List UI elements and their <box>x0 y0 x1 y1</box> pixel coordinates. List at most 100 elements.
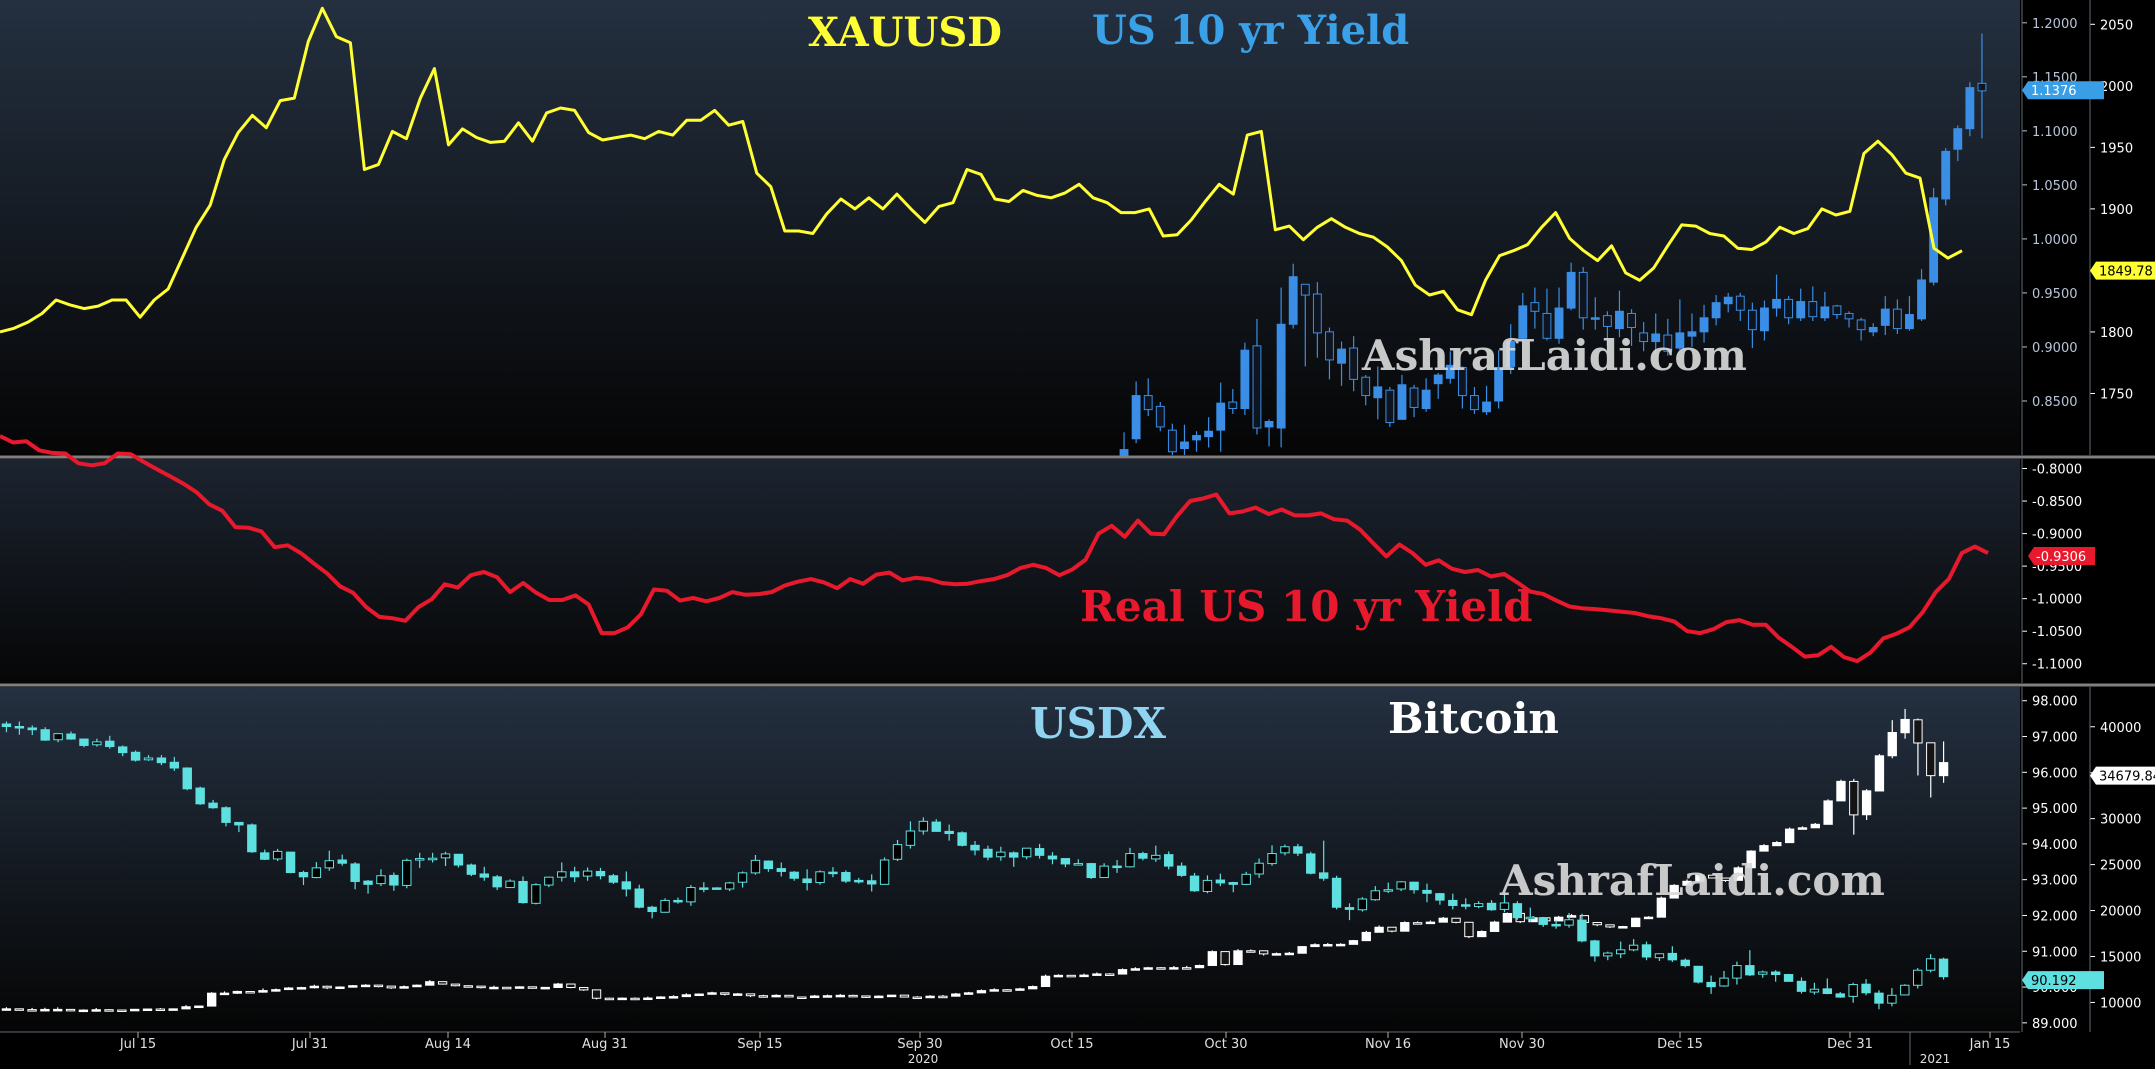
bitcoin-candle-candle <box>1079 974 1089 978</box>
yield-candle-candle <box>1772 298 1781 309</box>
usdx-candle-candle <box>143 757 154 761</box>
usdx-candle-candle <box>944 830 954 835</box>
bitcoin-candle-candle <box>1861 790 1872 816</box>
usdx-candle-candle <box>1564 919 1574 926</box>
usdx-candle-candle <box>802 878 812 884</box>
bitcoin-candle-candle <box>976 990 987 994</box>
bitcoin-candle-candle <box>360 984 371 988</box>
usdx-candle-candle <box>182 767 192 790</box>
bitcoin-candle-candle <box>1400 922 1410 932</box>
bitcoin-candle-candle <box>399 986 409 989</box>
usdx-current-label: 90.192 <box>2031 974 2077 989</box>
usdx-candle-candle <box>1370 890 1381 901</box>
usdx-candle-candle <box>1861 983 1871 994</box>
yield-candle-candle <box>1155 405 1165 428</box>
usdx-axis-tick-label: 93.000 <box>2032 874 2078 889</box>
title-real-yield: Real US 10 yr Yield <box>1080 582 1532 631</box>
bitcoin-candle-candle <box>1130 968 1141 971</box>
bitcoin-candle-candle <box>1643 916 1654 920</box>
yield-axis-tick-label: 0.9500 <box>2032 287 2078 302</box>
yield-candle-candle <box>1905 314 1914 330</box>
bitcoin-axis-tick-label: 30000 <box>2100 813 2141 828</box>
bitcoin-candle-candle <box>874 995 884 999</box>
bitcoin-candle-candle <box>835 994 845 998</box>
bitcoin-candle-candle <box>463 985 473 988</box>
usdx-candle-candle <box>453 853 464 866</box>
bitcoin-candle-candle <box>1810 823 1820 829</box>
yield-candle-candle <box>1276 323 1286 429</box>
usdx-candle-candle <box>595 870 606 877</box>
bitcoin-candle-candle <box>27 1009 37 1012</box>
bitcoin-axis-tick-label: 10000 <box>2100 996 2141 1011</box>
bitcoin-candle-candle <box>1682 880 1692 886</box>
yield-candle-candle <box>1482 401 1491 413</box>
usdx-candle-candle <box>557 871 567 878</box>
usdx-candle-candle <box>27 727 37 731</box>
usdx-candle-candle <box>1151 854 1161 860</box>
usdx-candle-candle <box>1099 865 1109 879</box>
bitcoin-candle-candle <box>412 984 422 988</box>
usdx-candle-candle <box>1874 992 1884 1004</box>
bitcoin-candle-candle <box>245 990 255 994</box>
usdx-candle-candle <box>311 867 322 879</box>
yield-axis-tick-label: 1.1000 <box>2032 125 2078 140</box>
x-year-label: 2021 <box>1920 1052 1951 1065</box>
usdx-candle-candle <box>879 859 890 885</box>
yield-axis-tick-label: 1.2000 <box>2032 17 2078 32</box>
bitcoin-candle-candle <box>1874 755 1885 792</box>
usdx-candle-candle <box>130 751 141 761</box>
usdx-candle-candle <box>1577 919 1587 942</box>
bitcoin-candle-candle <box>1938 762 1949 777</box>
yield-candle-candle <box>1470 395 1479 411</box>
yield-axis-tick-label: 1.0000 <box>2032 233 2078 248</box>
bitcoin-candle-candle <box>1733 867 1743 881</box>
bitcoin-candle-candle <box>886 994 897 998</box>
bitcoin-candle-candle <box>1284 952 1294 956</box>
bitcoin-axis-tick-label: 25000 <box>2100 859 2141 874</box>
yield-axis-tick-label: 1.0500 <box>2032 179 2078 194</box>
title-usdx: USDX <box>1030 699 1166 748</box>
usdx-candle-candle <box>427 857 438 861</box>
yield-candle-candle <box>1530 302 1540 312</box>
real-yield-axis-tick-label: -0.8500 <box>2032 495 2082 510</box>
yield-candle-candle <box>1760 307 1769 332</box>
bitcoin-candle-candle <box>643 997 653 1001</box>
usdx-candle-candle <box>1783 974 1794 982</box>
usdx-candle-candle <box>582 870 593 877</box>
yield-candle-candle <box>1602 315 1612 327</box>
usdx-candle-candle <box>1913 969 1923 986</box>
usdx-candle-candle <box>298 872 309 878</box>
bitcoin-axis-tick-label: 40000 <box>2100 721 2141 736</box>
bitcoin-candle-candle <box>771 994 781 998</box>
yield-candle-candle <box>1204 430 1214 438</box>
bottom-panel-bg <box>0 687 2020 1032</box>
bitcoin-candle-candle <box>681 994 692 998</box>
bitcoin-candle-candle <box>1438 917 1448 923</box>
usdx-candle-candle <box>247 824 257 853</box>
usdx-candle-candle <box>117 746 128 754</box>
usdx-candle-candle <box>1615 949 1626 955</box>
usdx-candle-candle <box>1499 902 1510 910</box>
bitcoin-candle-candle <box>1207 951 1218 966</box>
usdx-candle-candle <box>156 757 167 764</box>
bitcoin-candle-candle <box>283 987 294 991</box>
bitcoin-candle-candle <box>1015 988 1025 991</box>
usdx-candle-candle <box>1060 858 1071 865</box>
x-year-label: 2020 <box>908 1052 939 1065</box>
usdx-candle-candle <box>1473 903 1484 908</box>
yield-candle-candle <box>1578 271 1588 319</box>
usdx-candle-candle <box>1422 889 1432 894</box>
gold-current-label: 1849.78 <box>2099 265 2153 280</box>
bitcoin-candle-candle <box>1182 967 1192 970</box>
usdx-candle-candle <box>1461 904 1471 907</box>
x-tick-label: Nov 16 <box>1365 1037 1411 1052</box>
usdx-candle-candle <box>866 880 877 885</box>
bitcoin-candle-candle <box>1669 884 1679 899</box>
usdx-candle-candle <box>1034 848 1045 856</box>
yield-candle-candle <box>1228 401 1238 410</box>
yield-candle-candle <box>1917 279 1926 320</box>
yield-candle-candle <box>1325 331 1334 361</box>
real-yield-axis-tick-label: -1.1000 <box>2032 658 2082 673</box>
real-yield-current-label: -0.9306 <box>2036 550 2086 565</box>
bitcoin-candle-candle <box>1233 950 1243 966</box>
